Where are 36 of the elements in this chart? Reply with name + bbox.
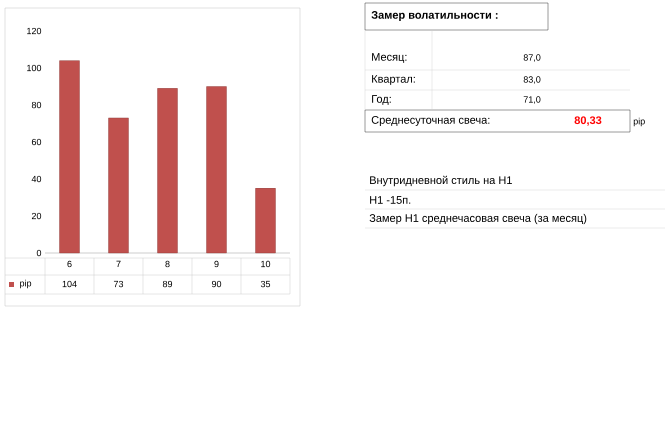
text: pip <box>634 118 645 126</box>
text: H1 -15п. <box>370 196 410 204</box>
legend-label: pip <box>20 280 32 288</box>
text: Замер H1 среднечасовая свеча (за месяц) <box>370 214 586 224</box>
text: Замер волатильности : <box>371 11 498 21</box>
y-tick-label: 0 <box>36 250 42 256</box>
data-label: 73 <box>114 280 124 288</box>
text: 71,0 <box>524 96 540 104</box>
text: Месяц: <box>372 53 406 63</box>
y-tick-label: 80 <box>32 102 42 108</box>
x-tick-label: 7 <box>116 260 121 267</box>
text: Среднесуточная свеча: <box>372 116 490 126</box>
y-tick-label: 120 <box>27 28 42 34</box>
bar <box>157 88 178 254</box>
x-tick-label: 6 <box>67 260 72 268</box>
bar <box>255 188 276 254</box>
x-tick-label: 10 <box>261 260 270 268</box>
x-tick-label: 8 <box>165 260 170 268</box>
bar <box>108 118 129 254</box>
text: 87,0 <box>524 54 540 62</box>
data-label: 90 <box>212 280 222 288</box>
data-label: 35 <box>260 280 270 288</box>
text: Внутридневной стиль на H1 <box>370 176 512 186</box>
y-tick-label: 40 <box>32 176 42 182</box>
text: 80,33 <box>574 116 602 126</box>
bar <box>59 60 80 254</box>
y-tick-label: 20 <box>32 212 42 220</box>
y-tick-label: 100 <box>27 64 42 72</box>
y-tick-label: 60 <box>32 138 42 146</box>
text: 83,0 <box>524 76 540 84</box>
bar <box>206 86 227 254</box>
data-label: 89 <box>162 280 172 288</box>
x-tick-label: 9 <box>214 260 219 268</box>
data-label: 104 <box>62 280 77 288</box>
text: Год: <box>372 95 391 105</box>
text: Квартал: <box>372 75 415 85</box>
